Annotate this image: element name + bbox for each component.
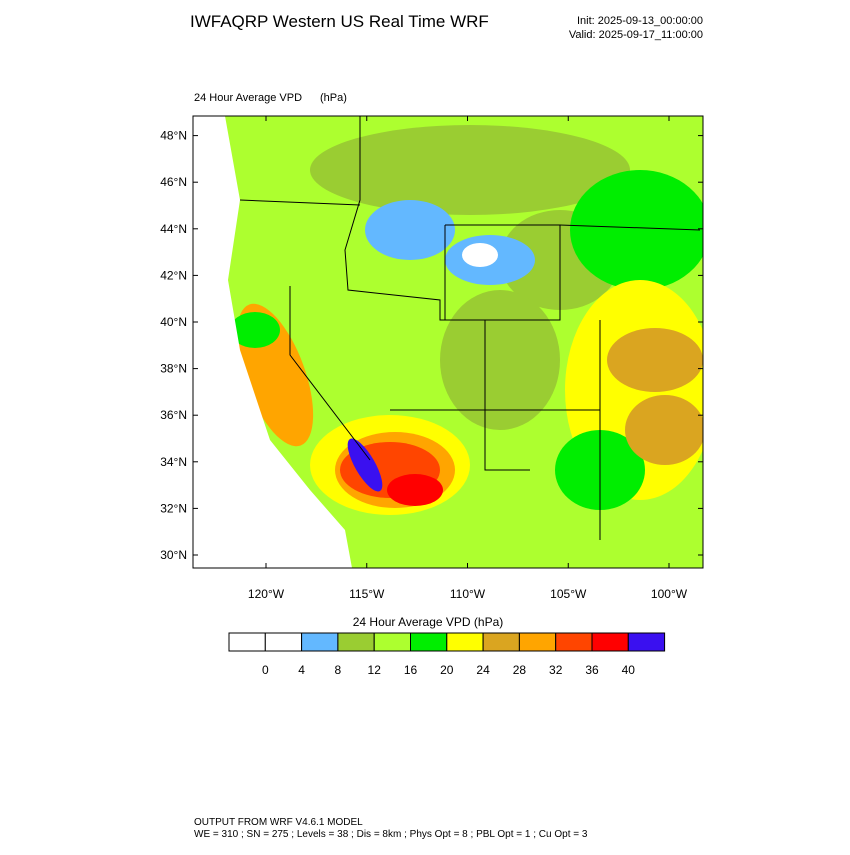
init-time: Init: 2025-09-13_00:00:00	[577, 15, 703, 27]
map-field	[193, 116, 703, 568]
footer-line: OUTPUT FROM WRF V4.6.1 MODEL	[194, 817, 363, 828]
lat-tick-label: 40°N	[160, 315, 187, 329]
lat-tick-label: 32°N	[160, 501, 187, 515]
colorbar-label: 40	[622, 663, 636, 677]
lon-tick-label: 105°W	[550, 587, 587, 601]
colorbar-box	[410, 632, 448, 652]
colorbar-title: 24 Hour Average VPD (hPa)	[353, 615, 504, 629]
lat-tick-label: 38°N	[160, 362, 187, 376]
title: IWFAQRP Western US Real Time WRF	[190, 12, 489, 31]
lon-tick-label: 115°W	[349, 587, 385, 601]
colorbar-box	[446, 632, 484, 652]
colorbar-label: 32	[549, 663, 563, 677]
colorbar-box	[264, 632, 303, 652]
lat-tick-label: 30°N	[160, 548, 187, 562]
lon-tick-label: 120°W	[248, 587, 285, 601]
colorbar-box	[518, 632, 557, 652]
field-units: (hPa)	[320, 92, 347, 104]
lat-tick-label: 34°N	[160, 455, 187, 469]
colorbar-box	[591, 632, 629, 652]
lon-tick-label: 100°W	[651, 587, 688, 601]
colorbar-label: 16	[404, 663, 418, 677]
colorbar-box	[373, 632, 412, 652]
lat-tick-label: 42°N	[160, 268, 187, 282]
colorbar-label: 24	[476, 663, 490, 677]
lat-tick-label: 36°N	[160, 408, 187, 422]
lat-tick-label: 48°N	[160, 129, 187, 143]
colorbar-label: 4	[298, 663, 305, 677]
colorbar-box	[337, 632, 375, 652]
colorbar-label: 8	[335, 663, 342, 677]
colorbar-box	[301, 632, 339, 652]
colorbar-label: 12	[368, 663, 382, 677]
colorbar-box	[627, 632, 666, 652]
lat-tick-label: 44°N	[160, 222, 187, 236]
colorbar-box	[482, 632, 520, 652]
colorbar-label: 0	[262, 663, 269, 677]
plot-frame	[192, 115, 704, 569]
colorbar-label: 20	[440, 663, 454, 677]
footer-line: WE = 310 ; SN = 275 ; Levels = 38 ; Dis …	[194, 829, 588, 840]
colorbar-box	[555, 632, 593, 652]
field-label: 24 Hour Average VPD	[194, 92, 302, 104]
valid-time: Valid: 2025-09-17_11:00:00	[569, 29, 703, 41]
lat-tick-label: 46°N	[160, 175, 187, 189]
colorbar-label: 28	[513, 663, 527, 677]
colorbar-label: 36	[585, 663, 599, 677]
colorbar-box	[228, 632, 266, 652]
lon-tick-label: 110°W	[450, 587, 486, 601]
